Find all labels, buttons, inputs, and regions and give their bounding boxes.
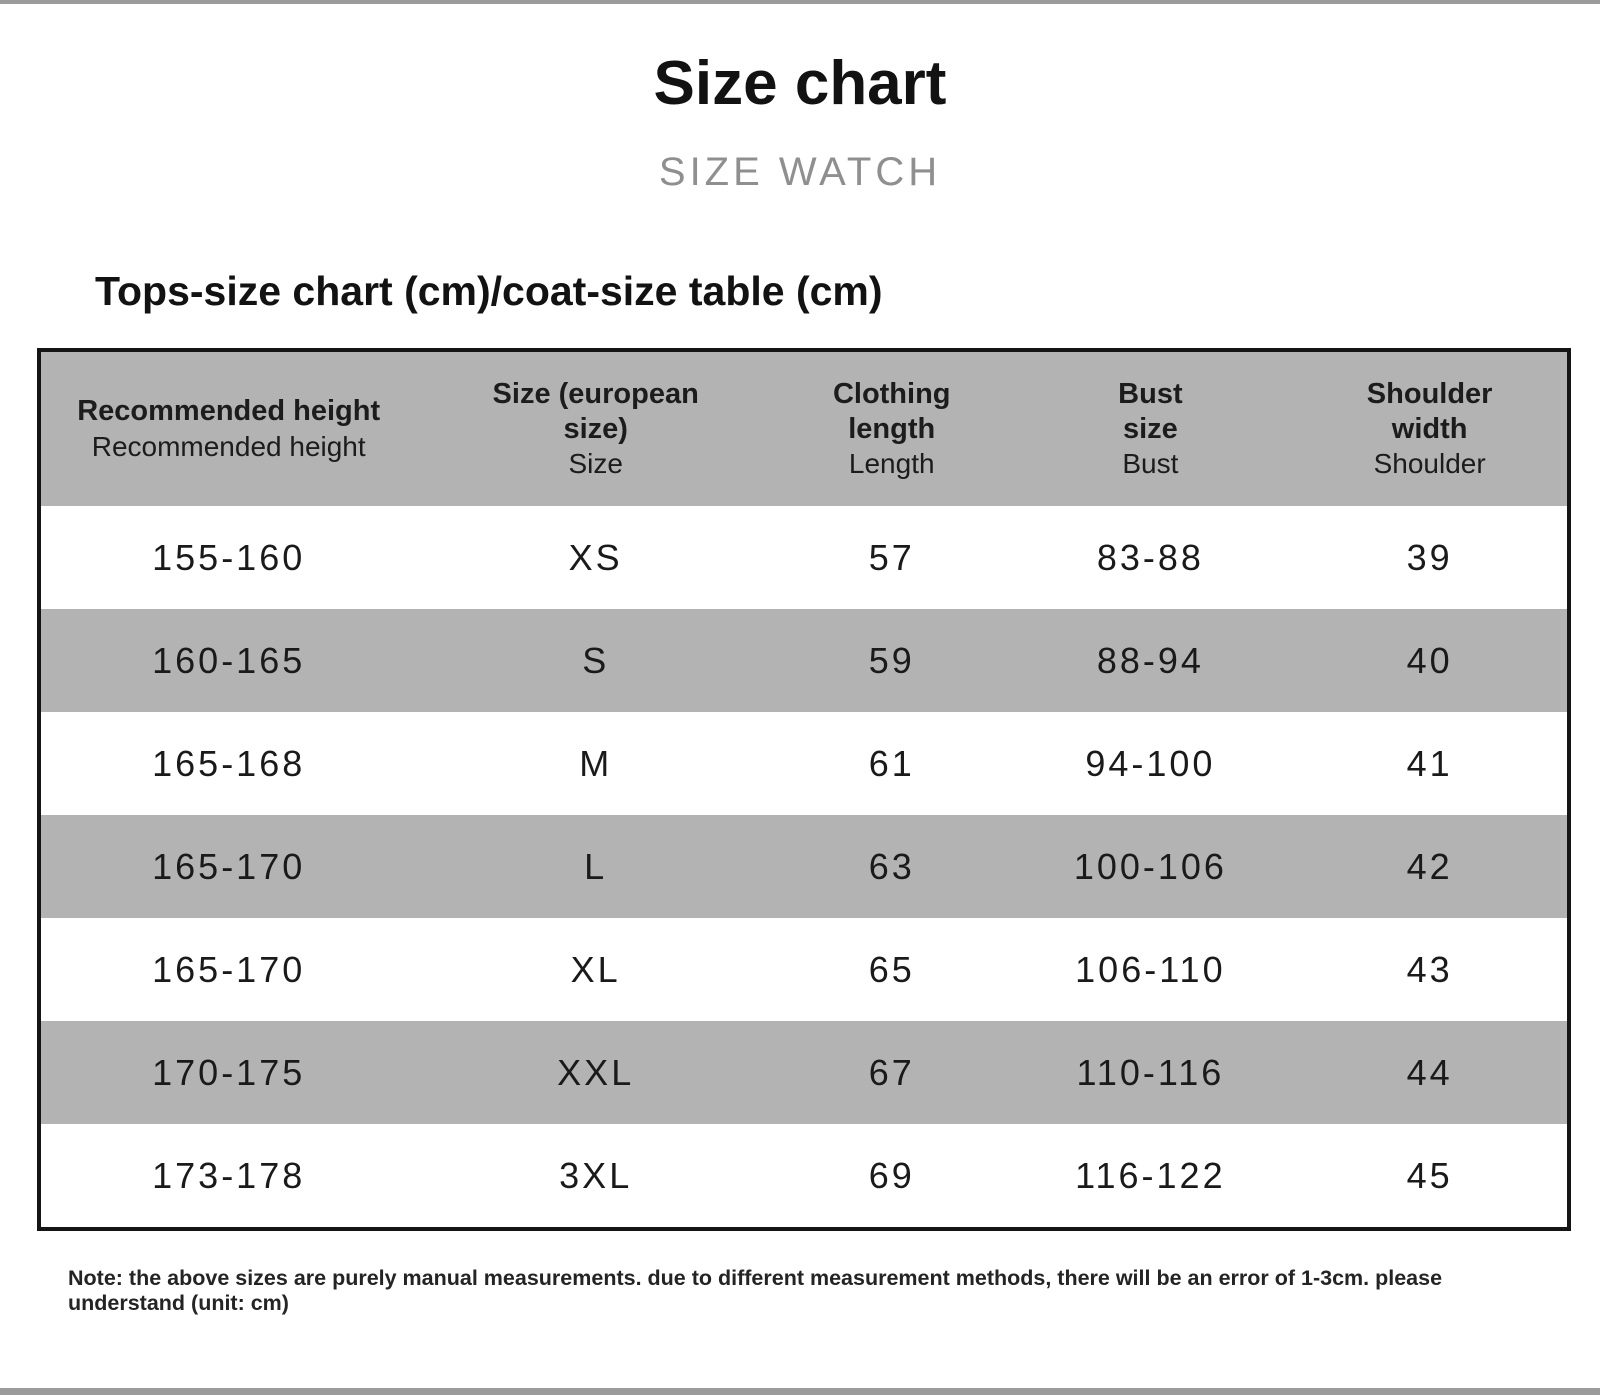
- column-header-recommended-height: Recommended height Recommended height: [41, 352, 416, 506]
- size-table: Recommended height Recommended height Si…: [37, 348, 1571, 1231]
- measurement-note: Note: the above sizes are purely manual …: [68, 1266, 1443, 1315]
- table-cell: 69: [868, 1154, 915, 1196]
- table-cell: 165-170: [152, 948, 306, 990]
- table-row: 160-165 S 59 88-94 40: [41, 609, 1567, 712]
- table-cell: XS: [568, 536, 623, 578]
- table-cell: XL: [570, 948, 621, 990]
- table-cell: 41: [1406, 742, 1453, 784]
- table-cell: 3XL: [559, 1154, 633, 1196]
- column-label: Bust size: [1118, 378, 1183, 445]
- bottom-divider-bar: [0, 1388, 1600, 1395]
- table-cell: 67: [868, 1051, 915, 1093]
- table-cell: 57: [868, 536, 915, 578]
- table-cell: 43: [1406, 948, 1453, 990]
- table-cell: 65: [868, 948, 915, 990]
- table-cell: L: [584, 845, 608, 887]
- table-row: 170-175 XXL 67 110-116 44: [41, 1021, 1567, 1124]
- column-header-bust-size: Bust size Bust: [1008, 352, 1292, 506]
- table-row: 155-160 XS 57 83-88 39: [41, 506, 1567, 609]
- table-row: 165-170 L 63 100-106 42: [41, 815, 1567, 918]
- table-cell: 42: [1406, 845, 1453, 887]
- table-cell: 165-170: [152, 845, 306, 887]
- table-cell: 40: [1406, 639, 1453, 681]
- table-cell: 45: [1406, 1154, 1453, 1196]
- table-cell: 100-106: [1073, 845, 1227, 887]
- column-header-shoulder-width: Shoulder width Shoulder: [1292, 352, 1567, 506]
- page-subtitle: SIZE WATCH: [658, 150, 942, 194]
- column-header-size: Size (european size) Size: [416, 352, 775, 506]
- section-heading: Tops-size chart (cm)/coat-size table (cm…: [95, 268, 883, 314]
- table-cell: 63: [868, 845, 915, 887]
- column-sublabel: Size: [568, 447, 623, 479]
- table-cell: 155-160: [152, 536, 306, 578]
- column-sublabel: Bust: [1122, 447, 1179, 479]
- page-title: Size chart: [653, 49, 947, 118]
- table-cell: M: [579, 742, 613, 784]
- table-cell: 61: [868, 742, 915, 784]
- table-cell: 59: [868, 639, 915, 681]
- table-row: 165-168 M 61 94-100 41: [41, 712, 1567, 815]
- table-cell: 116-122: [1075, 1154, 1226, 1196]
- table-cell: 165-168: [152, 742, 306, 784]
- table-cell: XXL: [557, 1051, 635, 1093]
- column-label: Clothing length: [832, 378, 951, 445]
- table-cell: 106-110: [1075, 948, 1226, 990]
- table-cell: 44: [1406, 1051, 1453, 1093]
- column-label: Shoulder width: [1366, 378, 1493, 445]
- table-cell: S: [582, 639, 610, 681]
- table-row: 165-170 XL 65 106-110 43: [41, 918, 1567, 1021]
- table-cell: 110-116: [1076, 1051, 1225, 1093]
- table-cell: 83-88: [1096, 536, 1204, 578]
- column-header-clothing-length: Clothing length Length: [775, 352, 1008, 506]
- table-cell: 88-94: [1096, 639, 1204, 681]
- table-cell: 39: [1406, 536, 1453, 578]
- table-cell: 173-178: [152, 1154, 306, 1196]
- table-header-row: Recommended height Recommended height Si…: [41, 352, 1567, 506]
- table-cell: 94-100: [1085, 742, 1216, 784]
- column-sublabel: Recommended height: [91, 430, 366, 462]
- table-row: 173-178 3XL 69 116-122 45: [41, 1124, 1567, 1227]
- column-label: Size (european size): [492, 378, 699, 445]
- column-sublabel: Shoulder: [1373, 447, 1486, 479]
- column-sublabel: Length: [848, 447, 935, 479]
- top-divider-bar: [0, 0, 1600, 4]
- table-cell: 160-165: [152, 639, 306, 681]
- table-cell: 170-175: [152, 1051, 306, 1093]
- column-label: Recommended height: [77, 395, 381, 428]
